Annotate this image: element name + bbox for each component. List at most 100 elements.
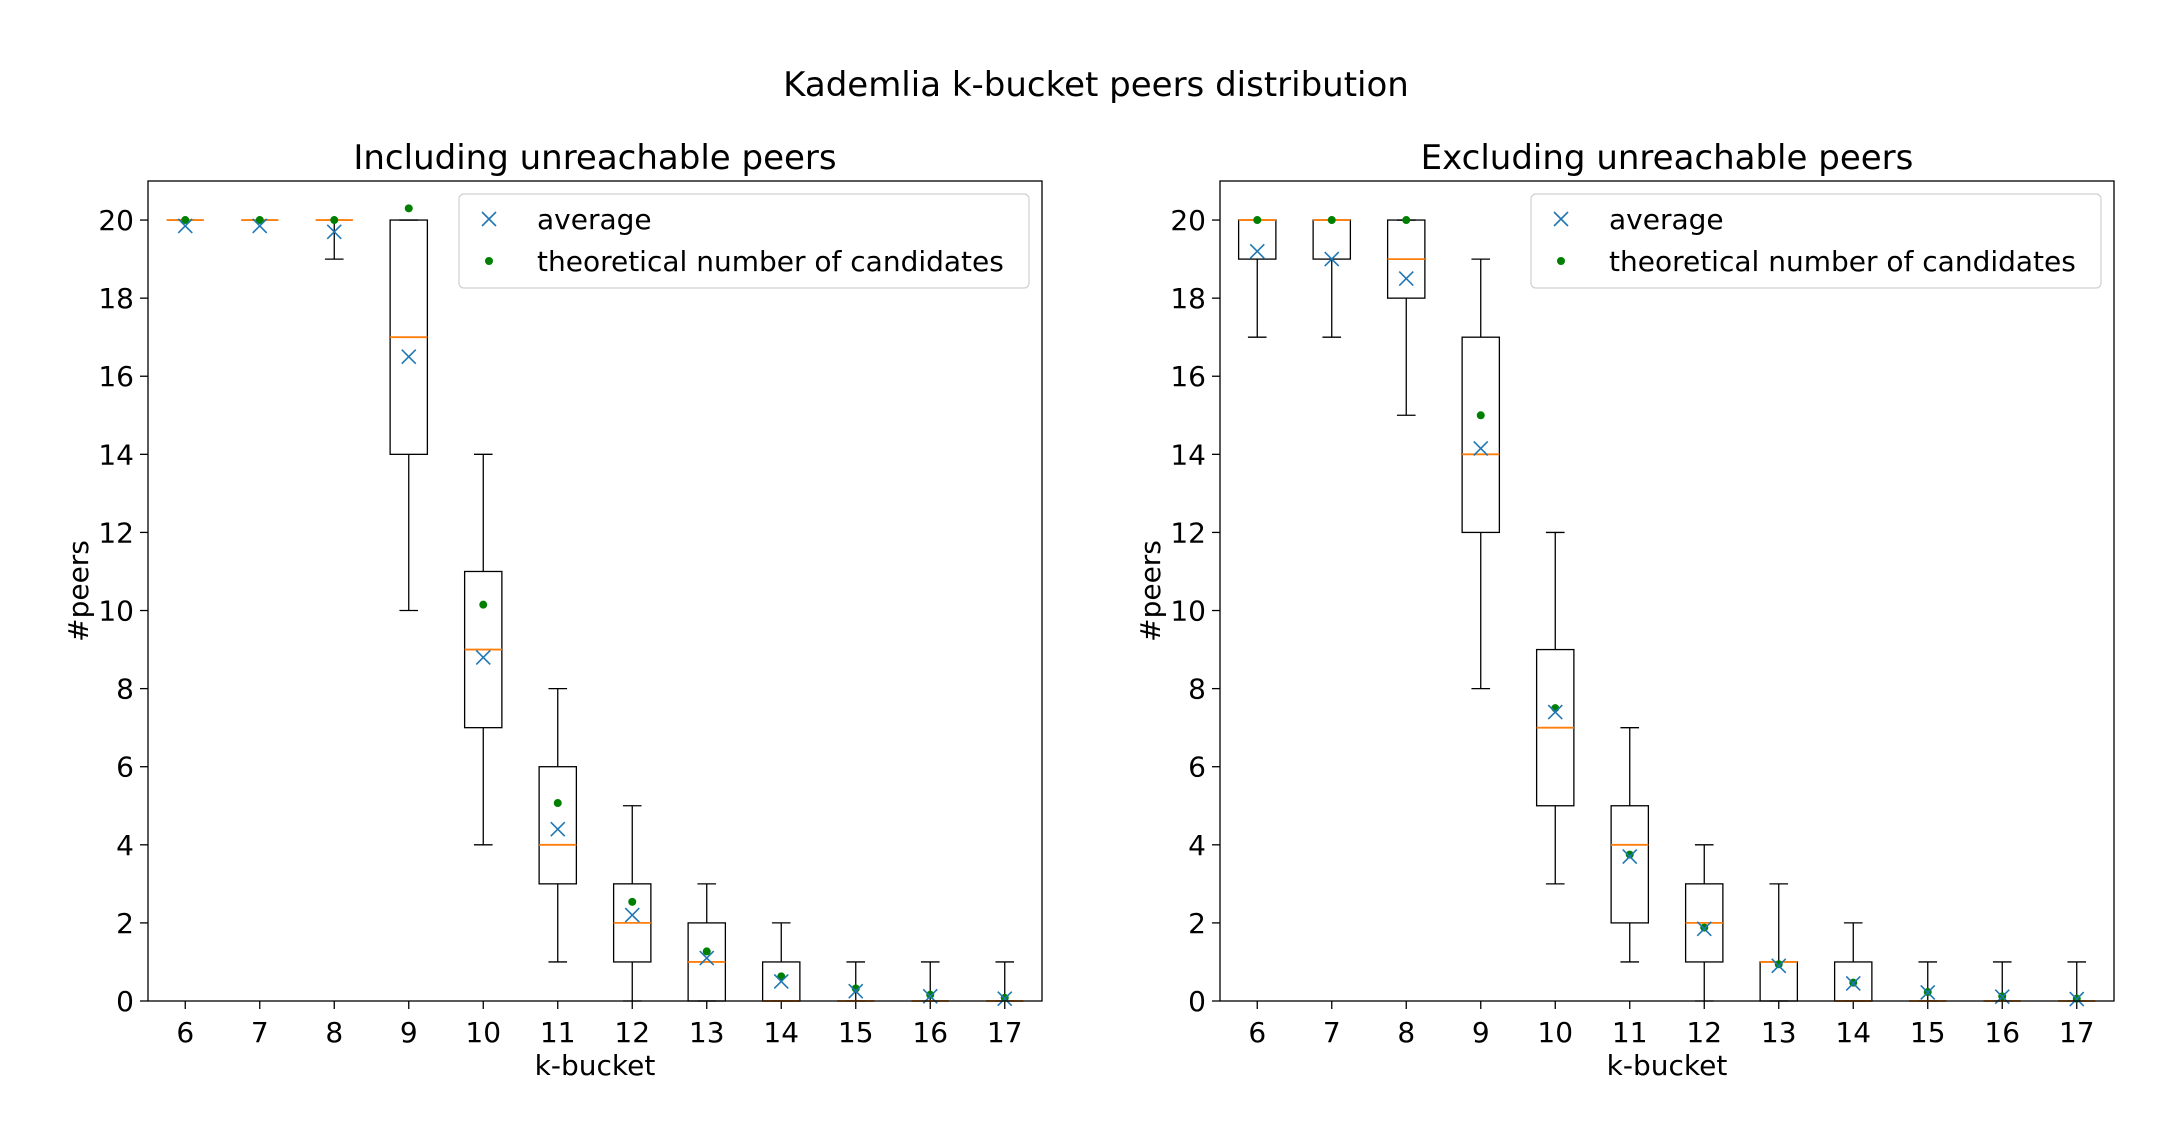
average-x-stroke: [773, 973, 789, 990]
legend: average theoretical number of candidates: [458, 193, 1030, 289]
legend: average theoretical number of candidates: [1530, 193, 2102, 289]
average-x-stroke: [1547, 704, 1563, 720]
y-tick-label: 20: [98, 204, 134, 237]
average-x-stroke: [1845, 975, 1861, 991]
theoretical-point: [1774, 960, 1783, 969]
average-x-stroke: [699, 950, 715, 966]
box-15: [837, 961, 875, 1002]
y-tick-label: 6: [116, 751, 134, 784]
x-tick-label: 15: [838, 1016, 874, 1049]
theoretical-point: [1402, 216, 1411, 225]
average-point: [1249, 243, 1265, 259]
x-tick-label: 9: [1472, 1016, 1490, 1049]
y-tick-label: 0: [116, 985, 134, 1018]
legend-frame: [458, 193, 1030, 289]
box-iqr: [1461, 336, 1501, 534]
y-tick-label: 14: [98, 438, 134, 471]
x-axis-label: k-bucket: [1607, 1049, 1728, 1082]
theoretical-point: [1327, 216, 1336, 225]
average-x-stroke: [550, 821, 566, 837]
y-tick-label: 10: [98, 595, 134, 628]
average-point: [550, 821, 566, 837]
average-x-stroke: [1920, 984, 1936, 1000]
theoretical-point: [1253, 216, 1262, 225]
box-iqr: [1312, 219, 1352, 260]
theoretical-point: [1700, 923, 1709, 932]
theoretical-point: [1625, 850, 1634, 859]
x-tick-label: 8: [1397, 1016, 1415, 1049]
x-tick-label: 17: [2059, 1016, 2095, 1049]
x-tick-label: 13: [689, 1016, 725, 1049]
average-x-stroke: [252, 218, 268, 234]
theoretical-point: [255, 216, 264, 225]
average-point: [624, 907, 640, 923]
panel-excluding: Excluding unreachable peers 0 2 4 6 8 10 12 14 16…: [1134, 138, 2115, 1082]
average-x-stroke: [2069, 991, 2085, 1007]
box-13: [687, 883, 727, 1002]
average-x-stroke: [997, 991, 1013, 1007]
y-tick-label: 2: [1188, 907, 1206, 940]
x-tick-label: 14: [1835, 1016, 1871, 1049]
x-axis-label: k-bucket: [535, 1049, 656, 1082]
legend-average-marker: [1553, 211, 1569, 227]
y-tick-label: 16: [1170, 360, 1206, 393]
x-tick-label: 7: [251, 1016, 269, 1049]
x-tick-label: 16: [912, 1016, 948, 1049]
average-x-stroke: [1696, 921, 1712, 937]
legend-theoretical-marker: [1557, 257, 1565, 265]
average-point: [1696, 921, 1712, 937]
y-tick-label: 8: [116, 673, 134, 706]
x-tick-label: 16: [1984, 1016, 2020, 1049]
y-tick-label: 6: [1188, 751, 1206, 784]
theoretical-point: [479, 600, 488, 609]
legend-average-marker: [481, 211, 497, 227]
y-tick-label: 2: [116, 907, 134, 940]
average-point: [1398, 271, 1414, 287]
theoretical-point: [404, 204, 413, 213]
x-tick-label: 11: [540, 1016, 576, 1049]
box-11: [1610, 727, 1650, 963]
average-point: [1845, 975, 1861, 991]
theoretical-point: [553, 799, 562, 808]
chart-title: Including unreachable peers: [353, 138, 836, 178]
average-point: [1473, 440, 1489, 457]
box-10: [1535, 531, 1575, 885]
average-x-stroke: [1324, 251, 1340, 267]
y-tick-label: 12: [1170, 516, 1206, 549]
theoretical-point: [628, 897, 637, 906]
x-tick-label: 12: [1686, 1016, 1722, 1049]
legend-theoretical-label: theoretical number of candidates: [537, 245, 1004, 278]
y-tick-label: 14: [1170, 438, 1206, 471]
average-x-stroke: [326, 224, 342, 240]
box-14: [1833, 922, 1873, 1002]
average-point: [2069, 991, 2085, 1007]
box-6: [1237, 219, 1277, 338]
box-13: [1759, 883, 1799, 1002]
axes-frame: [1219, 180, 2115, 1002]
average-x-stroke: [475, 649, 491, 665]
box-iqr: [538, 766, 578, 885]
y-tick-label: 0: [1188, 985, 1206, 1018]
average-point: [1622, 848, 1638, 865]
legend-frame: [1530, 193, 2102, 289]
box-12: [612, 805, 652, 1002]
theoretical-point: [330, 216, 339, 225]
box-12: [1684, 844, 1724, 1002]
average-point: [1771, 958, 1787, 974]
average-x-stroke: [848, 983, 864, 999]
legend-average-label: average: [1609, 203, 1724, 236]
box-9: [1461, 258, 1501, 690]
average-point: [1547, 704, 1563, 720]
average-point: [848, 983, 864, 999]
box-9: [389, 219, 429, 612]
x-tick-label: 11: [1612, 1016, 1648, 1049]
box-iqr: [1237, 219, 1277, 260]
average-x-stroke: [1249, 243, 1265, 259]
x-tick-label: 13: [1761, 1016, 1797, 1049]
y-tick-label: 12: [98, 516, 134, 549]
theoretical-point: [926, 990, 935, 999]
average-point: [1920, 984, 1936, 1000]
x-tick-label: 10: [1537, 1016, 1573, 1049]
x-tick-label: 14: [763, 1016, 799, 1049]
